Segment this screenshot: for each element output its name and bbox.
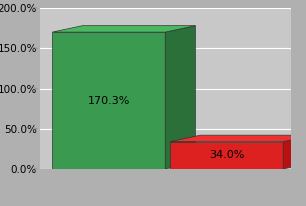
- Polygon shape: [170, 142, 283, 169]
- Polygon shape: [52, 32, 165, 169]
- Polygon shape: [170, 135, 306, 142]
- Polygon shape: [52, 26, 195, 32]
- Polygon shape: [165, 26, 195, 169]
- Text: 34.0%: 34.0%: [209, 150, 244, 160]
- Polygon shape: [283, 135, 306, 169]
- Text: 170.3%: 170.3%: [88, 96, 130, 105]
